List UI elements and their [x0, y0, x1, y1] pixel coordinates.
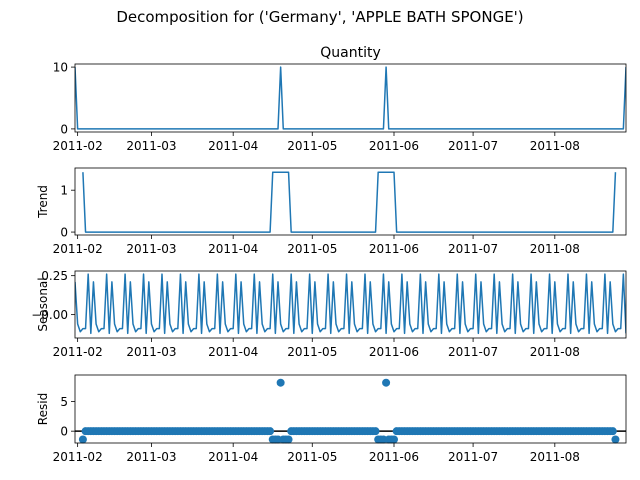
- observed-series-line: [75, 66, 626, 130]
- observed-ytick-label: 0: [60, 122, 68, 136]
- observed-xtick-label: 2011-05: [287, 139, 337, 153]
- observed-ytick-label: 10: [53, 61, 68, 75]
- resid-ylabel: Resid: [36, 393, 50, 425]
- seasonal-xtick-label: 2011-03: [126, 345, 176, 359]
- resid-xtick-label: 2011-08: [530, 450, 580, 464]
- seasonal-xtick-label: 2011-05: [287, 345, 337, 359]
- resid-xtick-label: 2011-04: [208, 450, 258, 464]
- resid-point: [284, 435, 293, 444]
- observed-title: Quantity: [320, 45, 381, 61]
- resid-xtick-label: 2011-06: [369, 450, 419, 464]
- resid-point: [276, 378, 285, 387]
- seasonal-xtick-label: 2011-06: [369, 345, 419, 359]
- seasonal-axes-frame: [74, 270, 627, 339]
- resid-panel: Resid 0 5 2011-02 2011-03 2011-04 2011-05 2011-…: [36, 374, 627, 464]
- resid-xtick-label: 2011-07: [448, 450, 498, 464]
- seasonal-xtick-label: 2011-02: [53, 345, 103, 359]
- observed-xtick-label: 2011-08: [530, 139, 580, 153]
- trend-xtick-label: 2011-02: [53, 242, 103, 256]
- observed-xtick-label: 2011-04: [208, 139, 258, 153]
- observed-xtick-label: 2011-06: [369, 139, 419, 153]
- resid-xtick-label: 2011-03: [126, 450, 176, 464]
- seasonal-xtick-label: 2011-04: [208, 345, 258, 359]
- trend-xtick-label: 2011-06: [369, 242, 419, 256]
- resid-point: [78, 435, 87, 444]
- resid-xtick-label: 2011-05: [287, 450, 337, 464]
- resid-point: [390, 435, 398, 444]
- trend-ylabel: Trend: [36, 185, 50, 219]
- seasonal-panel: Seasonal−0.00 0.25 2011-02 2011-03 2011-04 20…: [31, 269, 627, 359]
- trend-ytick-label: 1: [60, 184, 68, 198]
- observed-xtick-label: 2011-07: [448, 139, 498, 153]
- figure-suptitle: Decomposition for ('Germany', 'APPLE BAT…: [116, 8, 523, 26]
- observed-panel: Quantity 0 10 2011-02 2011-03 2011-04 2011-05 2…: [53, 45, 627, 153]
- resid-point: [608, 427, 617, 436]
- seasonal-xtick-label: 2011-08: [530, 345, 580, 359]
- seasonal-series-line: [75, 273, 626, 335]
- trend-series-line: [82, 171, 617, 233]
- resid-point: [611, 435, 620, 444]
- trend-xtick-label: 2011-03: [126, 242, 176, 256]
- seasonal-ylabel: Seasonal: [36, 277, 50, 331]
- seasonal-xtick-label: 2011-07: [448, 345, 498, 359]
- trend-axes-frame: [74, 167, 627, 236]
- trend-xtick-label: 2011-07: [448, 242, 498, 256]
- trend-xtick-label: 2011-05: [287, 242, 337, 256]
- resid-xtick-label: 2011-02: [53, 450, 103, 464]
- observed-xtick-label: 2011-03: [126, 139, 176, 153]
- observed-axes-frame: [74, 63, 627, 133]
- resid-ytick-label: 0: [60, 425, 68, 439]
- resid-point: [371, 427, 380, 436]
- resid-axes-frame: [74, 374, 627, 444]
- trend-xtick-label: 2011-08: [530, 242, 580, 256]
- trend-panel: Trend 0 1 2011-02 2011-03 2011-04 2011-05 2011-…: [36, 167, 627, 256]
- observed-xtick-label: 2011-02: [53, 139, 103, 153]
- seasonal-ytick-label: 0.25: [41, 269, 68, 283]
- resid-point: [266, 427, 275, 436]
- resid-point: [382, 378, 391, 387]
- seasonal-ytick-label: −0.00: [31, 308, 68, 322]
- trend-xtick-label: 2011-04: [208, 242, 258, 256]
- resid-ytick-label: 5: [60, 395, 68, 409]
- trend-ytick-label: 0: [60, 226, 68, 240]
